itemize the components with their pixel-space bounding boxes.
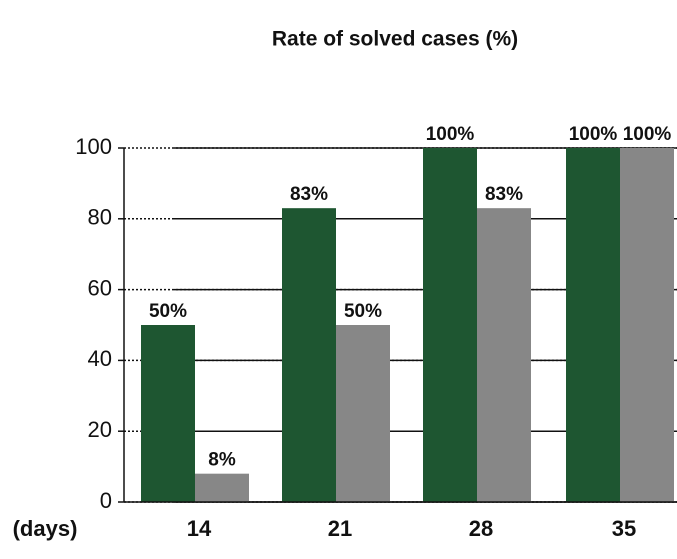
- bar: [336, 325, 390, 502]
- x-tick-label: 21: [328, 516, 352, 541]
- bar: [423, 148, 477, 502]
- bar: [620, 148, 674, 502]
- x-tick-label: 35: [612, 516, 636, 541]
- bar: [141, 325, 195, 502]
- x-tick-label: 14: [187, 516, 212, 541]
- y-tick-label: 60: [88, 275, 112, 300]
- bar: [477, 208, 531, 502]
- y-tick-label: 0: [100, 488, 112, 513]
- y-tick-label: 40: [88, 346, 112, 371]
- y-tick-label: 20: [88, 417, 112, 442]
- chart-title: Rate of solved cases (%): [272, 28, 518, 51]
- x-tick-label: 28: [469, 516, 493, 541]
- y-tick-label: 100: [75, 134, 112, 159]
- bar: [282, 208, 336, 502]
- value-label: 50%: [149, 301, 187, 322]
- value-label: 100%: [569, 124, 618, 145]
- bar: [566, 148, 620, 502]
- value-label: 83%: [290, 184, 328, 205]
- value-label: 83%: [485, 184, 523, 205]
- y-tick-label: 80: [88, 205, 112, 230]
- bar: [195, 473, 249, 502]
- x-axis-label: (days): [13, 516, 78, 541]
- value-label: 100%: [623, 124, 672, 145]
- value-label: 100%: [426, 124, 475, 145]
- value-label: 50%: [344, 301, 382, 322]
- value-label: 8%: [208, 450, 236, 471]
